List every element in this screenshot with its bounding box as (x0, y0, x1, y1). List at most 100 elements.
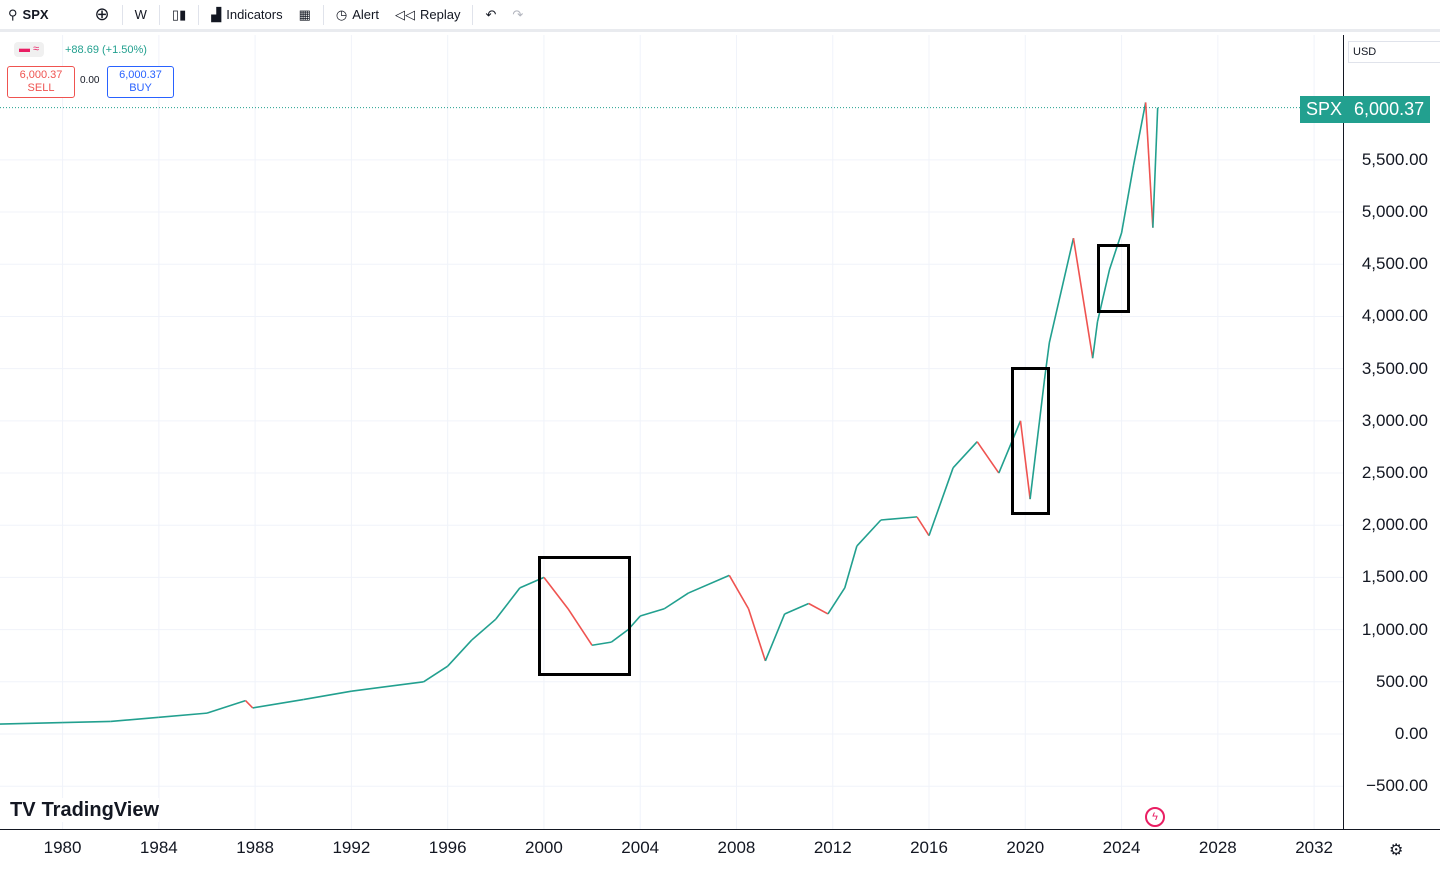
x-tick-label: 1984 (139, 838, 178, 857)
y-tick-label: −500.00 (1366, 776, 1428, 796)
price-segment (1152, 107, 1159, 228)
price-segment (244, 700, 254, 709)
price-segment (1048, 237, 1075, 343)
layouts-button[interactable]: ▦ (291, 1, 319, 29)
y-tick-label: 1,000.00 (1361, 619, 1428, 639)
indicators-icon: ▟ (211, 6, 222, 22)
y-tick-label: 3,000.00 (1361, 410, 1428, 430)
y-tick-label: 4,000.00 (1361, 306, 1428, 326)
candles-icon: ▯▮ (171, 6, 187, 22)
price-chart (0, 35, 1343, 829)
price-segment (747, 608, 767, 662)
price-segment (423, 665, 449, 683)
redo-button[interactable]: ↷ (504, 1, 531, 29)
alarm-icon: ◷ (335, 6, 348, 22)
x-tick-label: 2024 (1102, 838, 1141, 857)
undo-icon: ↶ (485, 6, 497, 22)
x-tick-label: 2000 (525, 838, 563, 857)
price-segment (827, 587, 846, 615)
price-segment (880, 516, 918, 521)
interval-button[interactable]: W (134, 7, 147, 22)
price-segment (639, 607, 665, 617)
price-segment (206, 699, 246, 714)
plus-circle-icon: ⊕ (94, 4, 110, 24)
symbol-search-button[interactable]: ⚲ SPX (8, 6, 49, 23)
currency-select[interactable]: USD (1348, 41, 1440, 63)
compare-button[interactable]: ⊕ (87, 1, 118, 29)
tradingview-logo[interactable]: TV TradingView (10, 798, 160, 822)
price-segment (543, 576, 569, 610)
price-segment (1144, 102, 1154, 228)
y-tick-label: 0.00 (1394, 724, 1428, 743)
indicators-button[interactable]: ▟ Indicators (211, 6, 283, 23)
y-tick-label: 1,500.00 (1361, 567, 1428, 587)
price-segment (844, 545, 858, 589)
price-segment (351, 681, 424, 692)
price-segment (916, 516, 930, 537)
x-tick-label: 1996 (428, 838, 467, 857)
top-toolbar: ⚲ SPX ⊕ W ▯▮ ▟ Indicators ▦ ◷ Alert ◁◁ Repla… (0, 0, 1440, 32)
buy-button[interactable]: 6,000.37 BUY (107, 66, 174, 98)
price-segment (471, 618, 497, 641)
price-segment (1132, 102, 1147, 166)
y-tick-label: 3,500.00 (1361, 358, 1428, 378)
price-segment (252, 698, 304, 709)
rewind-icon: ◁◁ (394, 6, 415, 22)
y-tick-label: 2,000.00 (1361, 515, 1428, 535)
lightning-icon[interactable]: ϟ (1145, 807, 1165, 827)
y-tick-label: 2,500.00 (1361, 463, 1428, 483)
price-segment (976, 441, 1000, 474)
x-tick-label: 1992 (332, 838, 371, 857)
price-segment (856, 519, 882, 547)
x-tick-label: 1980 (43, 838, 82, 857)
x-tick-label: 2004 (621, 838, 660, 857)
x-tick-label: 2016 (910, 838, 948, 857)
price-segment (688, 574, 730, 594)
price-segment (567, 608, 593, 646)
price-segment (728, 574, 750, 610)
price-segment (1091, 321, 1099, 359)
price-segment (1043, 342, 1051, 380)
y-tick-label: 4,500.00 (1361, 254, 1428, 274)
price-segment (952, 441, 978, 469)
y-tick-label: 500.00 (1376, 671, 1428, 691)
annotation-box-2000 (538, 556, 631, 676)
legend-toggle-icon[interactable]: ▬ ≈ (14, 42, 45, 57)
sell-button[interactable]: 6,000.37 SELL (7, 66, 75, 98)
settings-icon[interactable]: ⚙ (1389, 842, 1404, 859)
price-change: +88.69 (+1.50%) (65, 44, 147, 56)
search-icon: ⚲ (8, 6, 18, 22)
x-tick-label: 2012 (813, 838, 852, 857)
price-segment (784, 602, 810, 615)
price-segment (110, 716, 159, 723)
redo-icon: ↷ (512, 6, 524, 22)
price-segment (663, 592, 689, 610)
price-axis[interactable]: USD 5,500.00 5,000.00 4,500.00 4,000.00 3,50… (1343, 35, 1440, 829)
x-tick-label: 2008 (717, 838, 756, 857)
price-segment (495, 587, 521, 620)
price-segment (1029, 378, 1046, 500)
chart-type-button[interactable]: ▯▮ (164, 1, 194, 29)
price-segment (998, 420, 1022, 474)
x-tick-label: 2028 (1198, 838, 1237, 857)
price-segment (1019, 420, 1031, 500)
replay-button[interactable]: ◁◁ Replay (394, 6, 461, 23)
price-segment (1072, 238, 1094, 359)
tv-logo-icon: TV (10, 799, 36, 821)
y-tick-label: 5,500.00 (1361, 149, 1428, 169)
price-segment (1108, 232, 1123, 270)
alert-button[interactable]: ◷ Alert (335, 6, 379, 23)
price-segment (158, 712, 208, 719)
price-segment (62, 720, 111, 724)
y-tick-label: 5,000.00 (1361, 202, 1428, 222)
price-segment (808, 602, 829, 615)
undo-button[interactable]: ↶ (477, 1, 504, 29)
time-axis[interactable]: 1980 1984 1988 1992 1996 2000 2004 2008 2012 2016… (0, 829, 1440, 871)
chart-plot-area[interactable] (0, 35, 1343, 829)
price-segment (764, 613, 786, 662)
price-segment (591, 641, 612, 647)
annotation-box-2020 (1011, 367, 1050, 515)
price-segment (0, 721, 63, 725)
last-price-tag: SPX 6,000.37 (1300, 96, 1431, 123)
grid-icon: ▦ (298, 6, 311, 22)
